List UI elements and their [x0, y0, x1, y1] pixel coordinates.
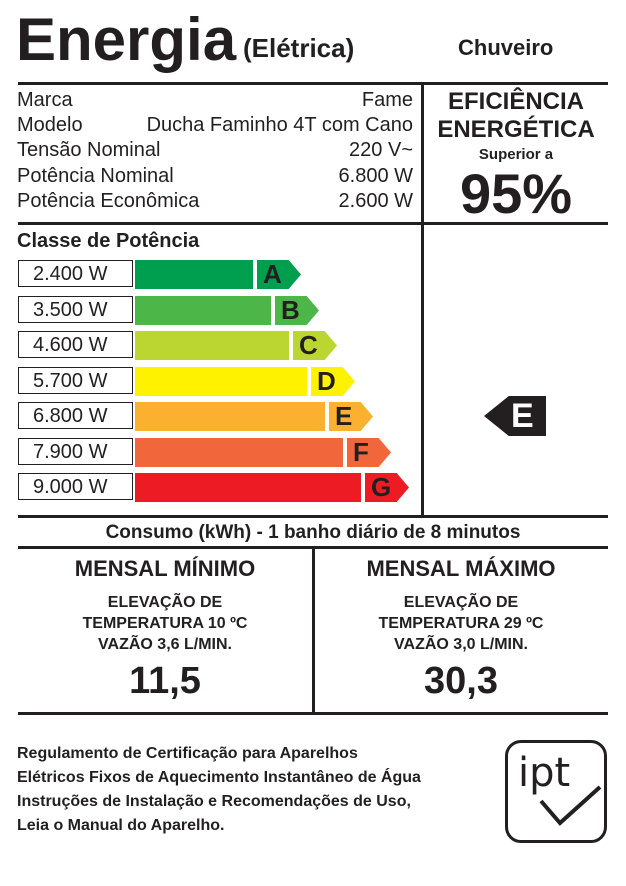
monthly-min-heading: MENSAL MÍNIMO	[74, 556, 256, 581]
class-arrow: D	[311, 367, 355, 396]
divider	[18, 546, 608, 549]
condition-line: ELEVAÇÃO DE	[107, 594, 223, 611]
footer-line: Instruções de Instalação e Recomendações…	[17, 793, 411, 810]
divider	[18, 515, 608, 518]
class-title: Classe de Potência	[17, 230, 200, 252]
divider	[18, 222, 608, 225]
spec-key: Modelo	[17, 114, 83, 136]
efficiency-title-line1: EFICIÊNCIA	[447, 88, 584, 115]
class-arrow: B	[275, 296, 319, 325]
efficiency-title-line2: ENERGÉTICA	[437, 116, 595, 143]
class-bar	[135, 473, 361, 502]
class-power-value: 5.700 W	[18, 367, 133, 394]
class-letter: G	[371, 472, 392, 502]
class-power-value: 2.400 W	[18, 260, 133, 287]
condition-line: TEMPERATURA 29 ºC	[378, 615, 544, 632]
footer-text: Regulamento de Certificação para Aparelh…	[17, 742, 421, 838]
class-indicator-arrow: E	[484, 396, 546, 436]
footer-line: Elétricos Fixos de Aquecimento Instantân…	[17, 769, 421, 786]
class-letter: A	[263, 259, 282, 289]
monthly-max-heading: MENSAL MÁXIMO	[366, 556, 556, 581]
class-arrow: C	[293, 331, 337, 360]
condition-line: VAZÃO 3,0 L/MIN.	[394, 636, 528, 653]
spec-row-nominal-power: Potência Nominal 6.800 W	[17, 165, 413, 190]
class-letter: D	[317, 366, 336, 396]
class-bar	[135, 402, 325, 431]
condition-line: ELEVAÇÃO DE	[403, 594, 519, 611]
footer-line: Leia o Manual do Aparelho.	[17, 817, 225, 834]
class-bar	[135, 367, 307, 396]
class-power-value: 9.000 W	[18, 473, 133, 500]
spec-row-model: Modelo Ducha Faminho 4T com Cano	[17, 114, 413, 139]
class-bar	[135, 296, 271, 325]
class-power-value: 7.900 W	[18, 438, 133, 465]
efficiency-title: EFICIÊNCIA ENERGÉTICA	[424, 88, 608, 144]
class-arrow: G	[365, 473, 409, 502]
checkmark-icon	[539, 785, 602, 826]
label-title: Energia	[16, 6, 237, 73]
spec-value: Fame	[361, 89, 413, 111]
spec-value: 2.600 W	[338, 190, 413, 212]
efficiency-value: 95%	[459, 162, 573, 225]
footer-line: Regulamento de Certificação para Aparelh…	[17, 745, 358, 762]
class-indicator-letter: E	[511, 397, 534, 435]
product-type: Chuveiro	[458, 35, 554, 60]
class-bar	[135, 331, 289, 360]
class-arrow: E	[329, 402, 373, 431]
efficiency-subtitle: Superior a	[478, 146, 554, 163]
class-arrow: F	[347, 438, 391, 467]
class-bar	[135, 438, 343, 467]
class-letter: C	[299, 330, 318, 360]
class-bar	[135, 260, 253, 289]
class-letter: F	[353, 437, 369, 467]
spec-value: 220 V~	[349, 139, 413, 161]
divider	[312, 548, 315, 714]
label-subtitle: (Elétrica)	[243, 33, 355, 63]
spec-value: Ducha Faminho 4T com Cano	[146, 114, 413, 136]
spec-key: Potência Econômica	[17, 190, 200, 212]
divider	[18, 712, 608, 715]
spec-key: Potência Nominal	[17, 165, 174, 187]
spec-row-voltage: Tensão Nominal 220 V~	[17, 139, 413, 164]
ipt-logo: ipt	[505, 740, 607, 843]
class-power-value: 6.800 W	[18, 402, 133, 429]
ipt-logo-text: ipt	[518, 750, 571, 796]
monthly-min-value: 11,5	[129, 660, 201, 702]
condition-line: TEMPERATURA 10 ºC	[82, 615, 248, 632]
divider	[421, 84, 424, 518]
class-letter: E	[335, 401, 353, 431]
divider	[18, 82, 608, 85]
monthly-max-conditions: ELEVAÇÃO DE TEMPERATURA 29 ºC VAZÃO 3,0 …	[314, 592, 608, 655]
monthly-min-conditions: ELEVAÇÃO DE TEMPERATURA 10 ºC VAZÃO 3,6 …	[18, 592, 312, 655]
consumption-title: Consumo (kWh) - 1 banho diário de 8 minu…	[105, 522, 521, 543]
condition-line: VAZÃO 3,6 L/MIN.	[98, 636, 232, 653]
spec-row-economic-power: Potência Econômica 2.600 W	[17, 190, 413, 215]
spec-key: Marca	[17, 89, 73, 111]
class-power-value: 3.500 W	[18, 296, 133, 323]
monthly-max-value: 30,3	[424, 660, 498, 702]
class-letter: B	[281, 295, 300, 325]
spec-value: 6.800 W	[338, 165, 413, 187]
spec-row-brand: Marca Fame	[17, 89, 413, 114]
class-arrow: A	[257, 260, 301, 289]
class-power-value: 4.600 W	[18, 331, 133, 358]
spec-key: Tensão Nominal	[17, 139, 161, 161]
